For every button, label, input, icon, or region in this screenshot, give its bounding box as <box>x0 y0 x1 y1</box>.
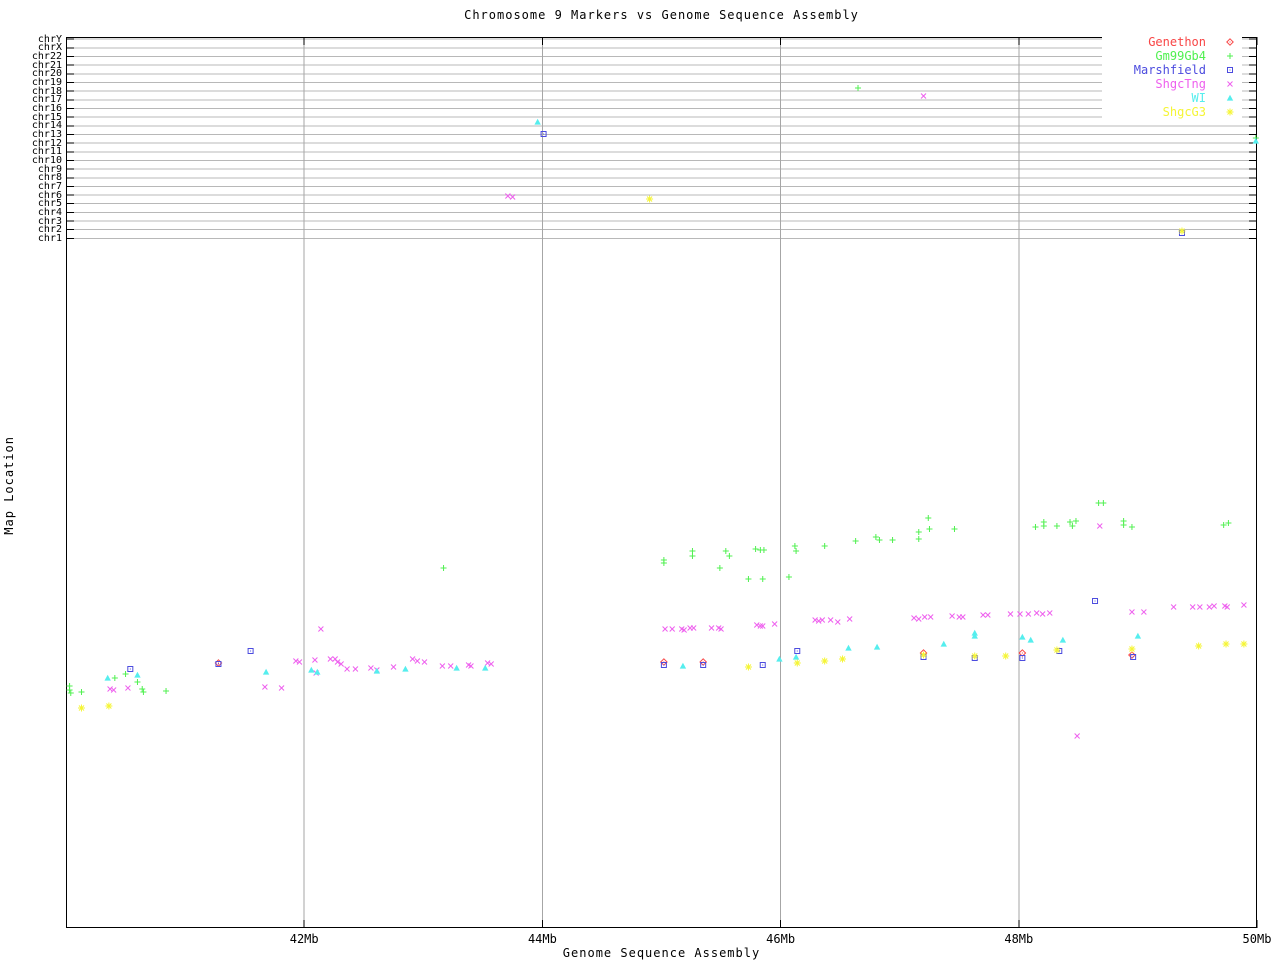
x-tick-label-42Mb: 42Mb <box>289 932 319 946</box>
legend-label-shgcg3: ShgcG3 <box>1162 104 1206 119</box>
legend-label-gm99gb4: Gm99Gb4 <box>1155 48 1206 63</box>
chart-title: Chromosome 9 Markers vs Genome Sequence … <box>464 8 859 22</box>
y-axis-label-chr17: chr17 <box>31 94 62 106</box>
y-axis-label-chrY: chrY <box>37 33 62 45</box>
x-tick-label-48Mb: 48Mb <box>1004 932 1034 946</box>
y-axis-title: Map Location <box>2 436 16 535</box>
y-axis-label-chr8: chr8 <box>37 172 62 184</box>
y-axis-label-chr20: chr20 <box>31 68 62 80</box>
legend-label-wi: WI <box>1191 90 1206 105</box>
y-axis-label-chr5: chr5 <box>37 198 62 210</box>
y-axis-label-chr3: chr3 <box>37 215 62 227</box>
y-axis-label-chr1: chr1 <box>37 232 62 244</box>
y-axis-label-chr21: chr21 <box>31 59 62 71</box>
y-axis-label-chr22: chr22 <box>31 51 62 63</box>
y-axis-label-chr16: chr16 <box>31 102 62 114</box>
y-axis-label-chr2: chr2 <box>37 224 62 236</box>
y-axis-label-chr14: chr14 <box>31 120 62 132</box>
x-axis-title: Genome Sequence Assembly <box>562 946 761 960</box>
plot-area-border <box>66 37 1257 928</box>
y-axis-label-chr13: chr13 <box>31 128 62 140</box>
y-axis-label-chr11: chr11 <box>31 146 62 158</box>
y-axis-label-chr19: chr19 <box>31 77 62 88</box>
y-axis-label-chr10: chr10 <box>31 154 62 166</box>
y-axis-label-chr15: chr15 <box>31 111 62 123</box>
y-axis-label-chr9: chr9 <box>37 163 62 175</box>
y-axis-label-chr18: chr18 <box>31 85 62 97</box>
y-axis-label-chr4: chr4 <box>37 206 62 218</box>
x-tick-label-46Mb: 46Mb <box>766 932 796 946</box>
x-tick-label-50Mb: 50Mb <box>1242 932 1272 946</box>
legend-label-marshfield: Marshfield <box>1133 62 1206 77</box>
y-axis-label-chrX: chrX <box>37 42 62 54</box>
y-axis-label-chr12: chr12 <box>31 137 62 149</box>
y-axis-label-chr7: chr7 <box>37 180 62 192</box>
y-axis-label-chr6: chr6 <box>37 189 62 201</box>
legend-label-shgctng: ShgcTng <box>1155 76 1206 91</box>
legend-label-genethon: Genethon <box>1148 34 1206 49</box>
x-tick-label-44Mb: 44Mb <box>527 932 557 946</box>
